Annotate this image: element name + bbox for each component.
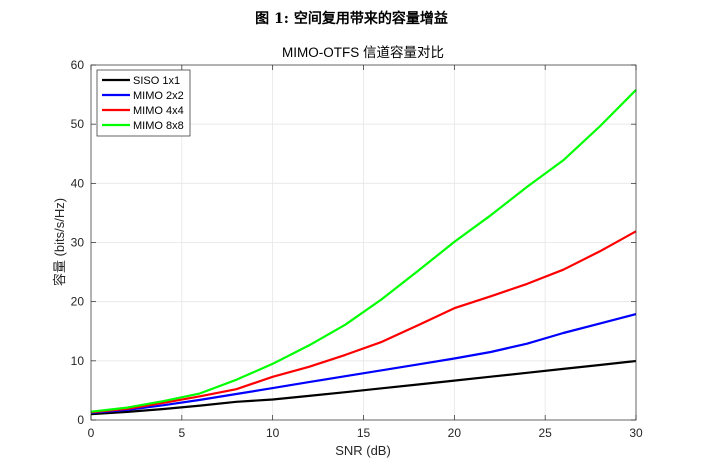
- series-line-mimo-8x8: [90, 89, 637, 413]
- x-tick-label: 20: [448, 426, 462, 440]
- x-tick-label: 15: [357, 426, 371, 440]
- x-tick-label: 0: [88, 426, 95, 440]
- y-tick-label: 30: [71, 236, 85, 250]
- legend: SISO 1x1 MIMO 2x2 MIMO 4x4 MIMO 8x8: [96, 69, 191, 137]
- x-tick-label: 5: [178, 426, 185, 440]
- x-tick-label: 25: [538, 426, 552, 440]
- x-tick-label: 30: [629, 426, 643, 440]
- series-line-mimo-4x4: [90, 230, 637, 414]
- axis-ticks: 0 5 10 15 20 25 30 0 10 20 30 40 50 60: [71, 58, 643, 440]
- y-tick-label: 20: [71, 295, 85, 309]
- y-tick-label: 60: [71, 58, 85, 72]
- y-tick-label: 0: [77, 413, 84, 427]
- plot-title: MIMO-OTFS 信道容量对比: [282, 44, 444, 60]
- legend-label: MIMO 2x2: [133, 90, 184, 102]
- y-axis-label: 容量 (bits/s/Hz): [52, 198, 67, 286]
- y-tick-label: 10: [71, 354, 85, 368]
- series-line-mimo-2x2: [90, 313, 637, 414]
- x-axis-label: SNR (dB): [335, 443, 391, 458]
- x-tick-label: 10: [266, 426, 280, 440]
- series-lines: [90, 89, 637, 416]
- legend-label: SISO 1x1: [133, 75, 180, 87]
- figure-caption: 图 1: 空间复用带来的容量增益: [255, 11, 448, 27]
- series-line-siso-1x1: [90, 359, 637, 416]
- y-tick-label: 40: [71, 176, 85, 190]
- legend-label: MIMO 8x8: [133, 120, 184, 132]
- legend-label: MIMO 4x4: [133, 105, 184, 117]
- y-tick-label: 50: [71, 117, 85, 131]
